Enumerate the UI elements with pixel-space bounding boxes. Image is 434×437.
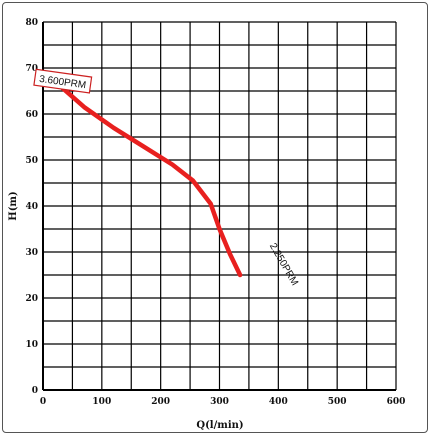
grid: [42, 21, 397, 391]
series-line: [58, 84, 243, 278]
y-tick-label: 40: [25, 202, 38, 212]
x-tick-label: 300: [210, 397, 229, 407]
y-axis-label: H(m): [8, 191, 19, 221]
x-tick-labels: 0 100 200 300 400 500 600: [40, 397, 406, 407]
y-tick-label: 30: [25, 248, 38, 258]
series-layer: [58, 84, 243, 278]
x-tick-label: 0: [40, 397, 46, 407]
y-tick-label: 50: [25, 156, 38, 166]
annotation-3600prm: 3.600PRM: [33, 68, 93, 94]
chart-frame: [2, 2, 428, 433]
y-tick-label: 0: [32, 386, 38, 396]
x-tick-label: 600: [387, 397, 406, 407]
annotation-box: [33, 68, 93, 94]
x-tick-label: 400: [269, 397, 288, 407]
annotation-label: 2.250PRM: [267, 241, 300, 287]
y-tick-labels: 0 10 20 30 40 50 60 70 80: [25, 18, 38, 396]
x-tick-label: 200: [151, 397, 170, 407]
y-tick-label: 20: [25, 294, 38, 304]
annotation-layer: 3.600PRM 2.250PRM: [33, 68, 300, 288]
y-tick-label: 80: [25, 18, 38, 28]
x-tick-label: 500: [328, 397, 347, 407]
annotation-2250prm: 2.250PRM: [267, 241, 300, 287]
y-tick-label: 10: [25, 340, 38, 350]
y-tick-label: 60: [25, 110, 38, 120]
x-axis-label: Q(l/min): [196, 420, 243, 431]
y-tick-label: 70: [25, 64, 38, 74]
x-tick-label: 100: [92, 397, 111, 407]
